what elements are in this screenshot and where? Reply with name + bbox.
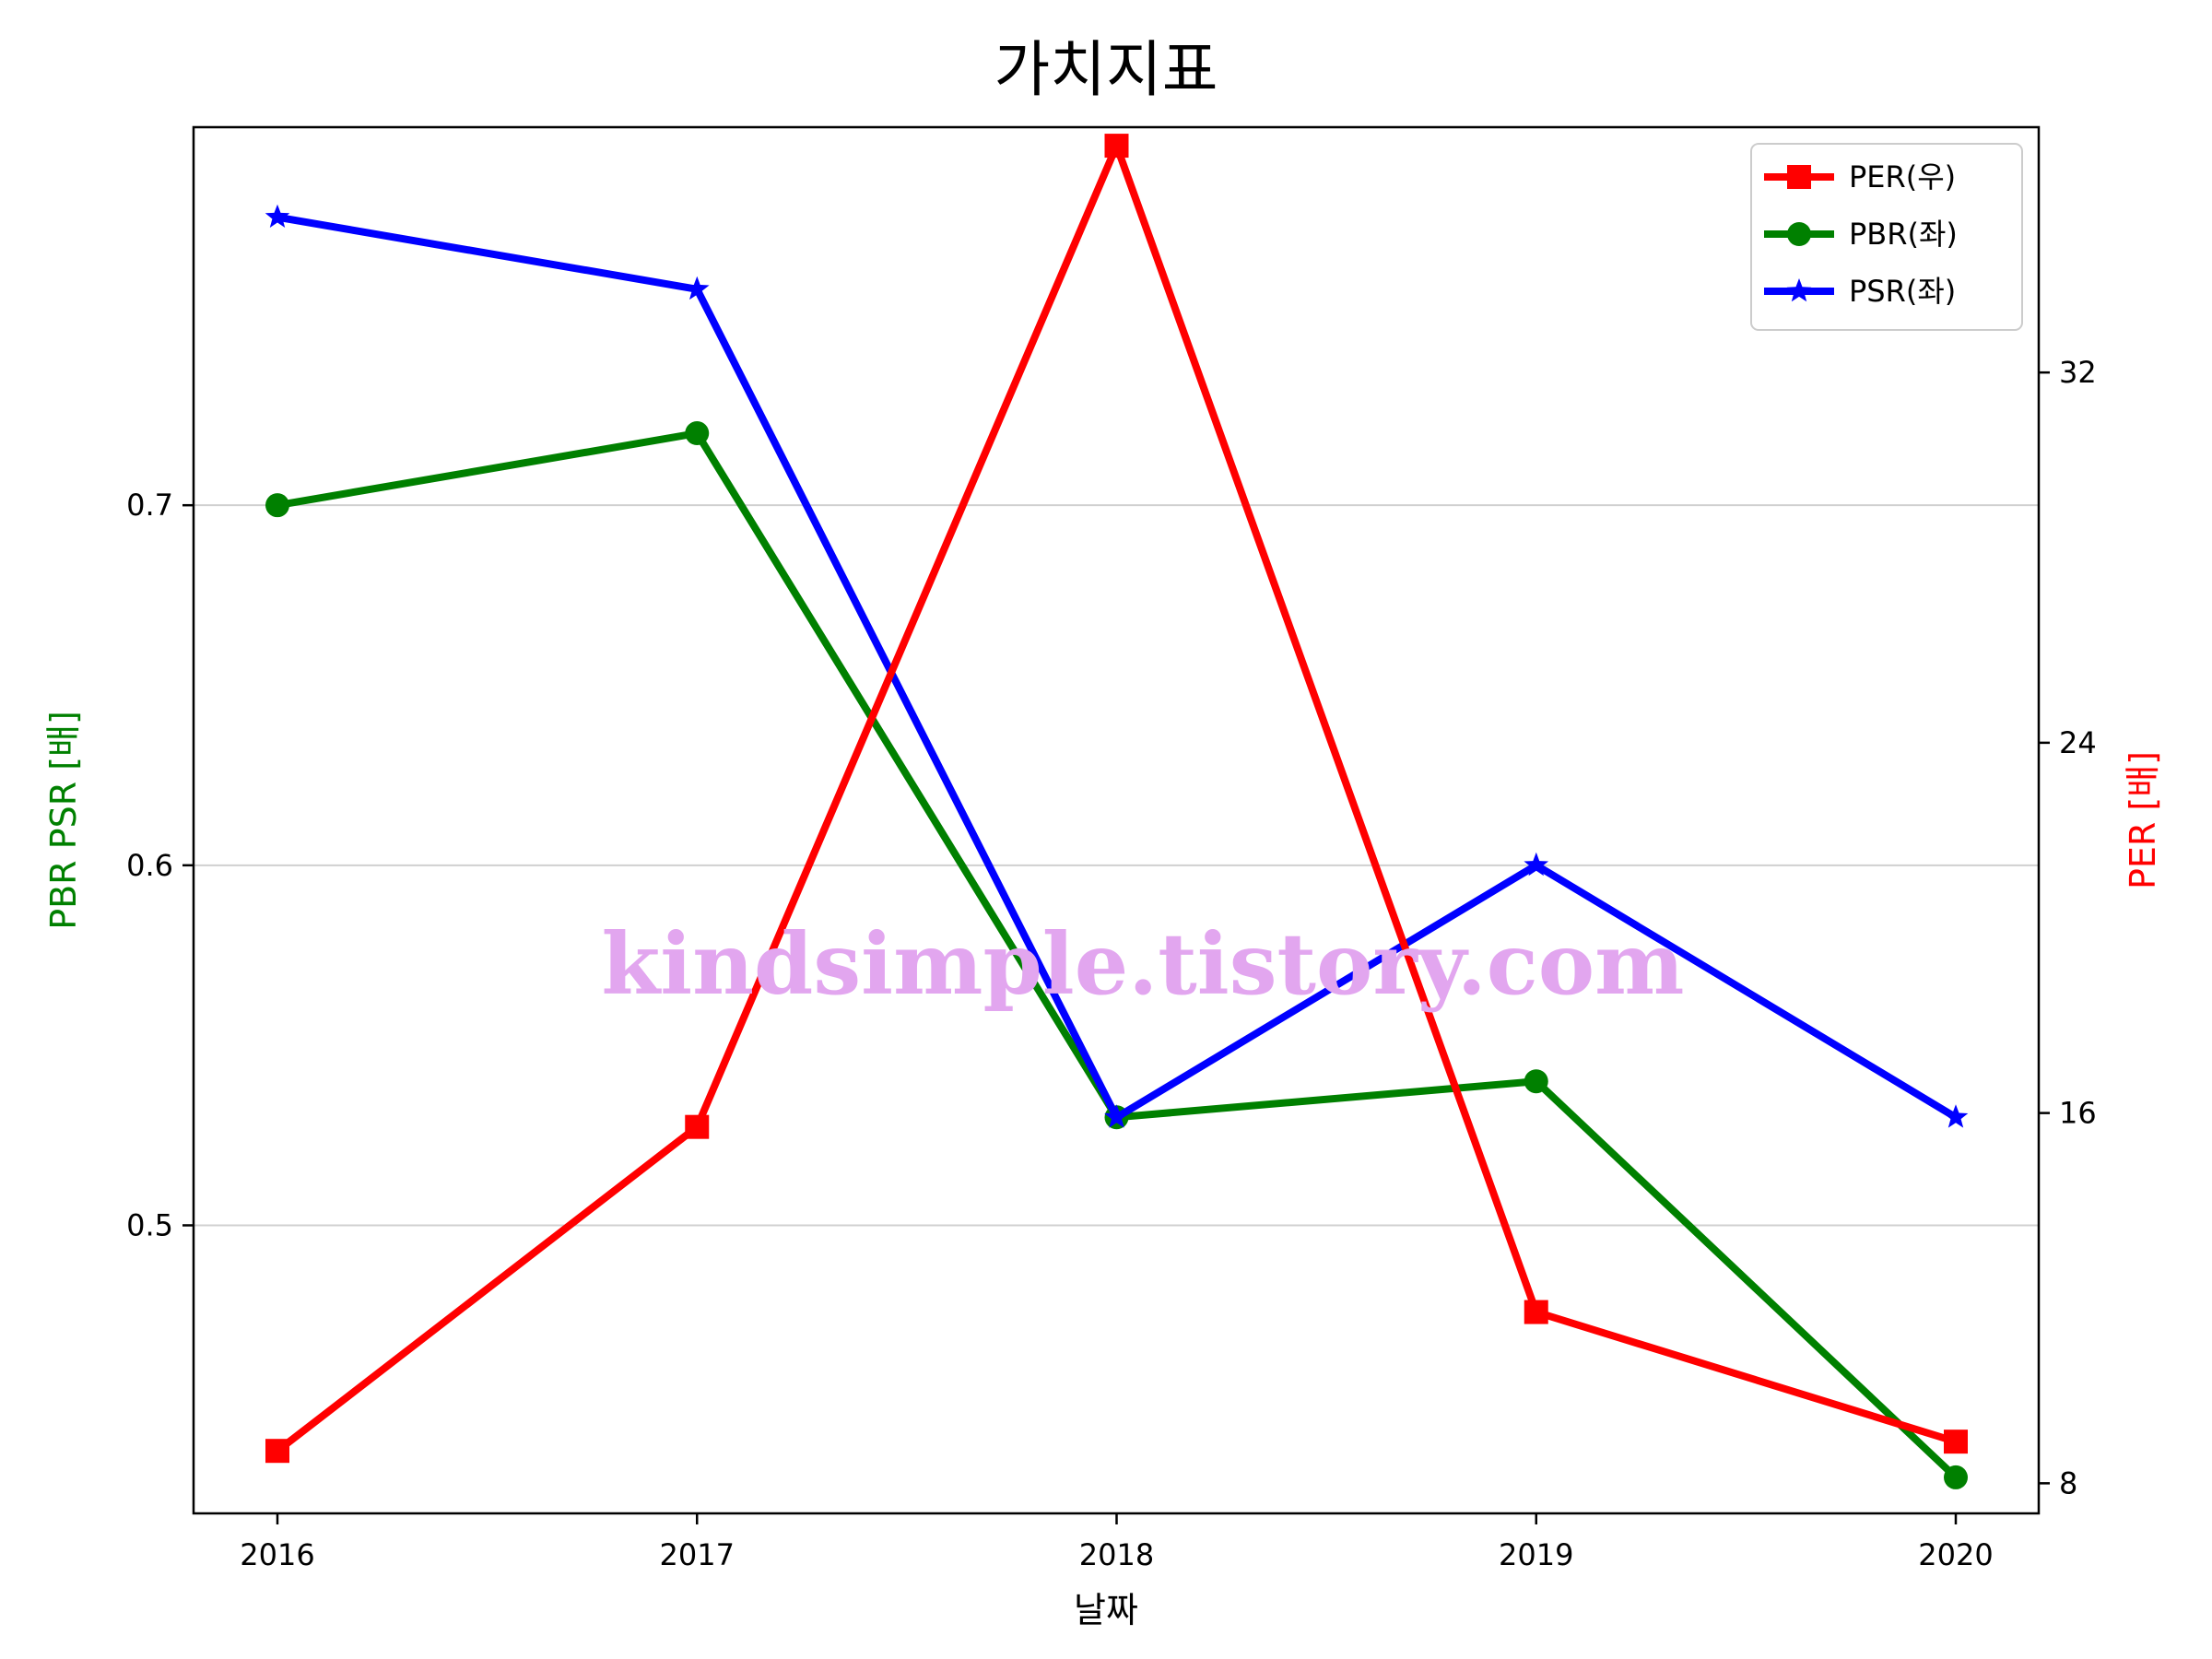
y-axis-right-label: PER [배]: [2123, 751, 2163, 889]
point-per-2017: [685, 1114, 710, 1139]
legend-item-psr: PSR(좌): [1764, 274, 1956, 309]
x-axis-label: 날짜: [1074, 1590, 1138, 1630]
legend-box: [1750, 143, 2023, 331]
y-right-tick-label-0: 8: [2059, 1465, 2077, 1500]
series-line-per: [274, 142, 1959, 1455]
y-left-tick-label-1: 0.6: [126, 848, 173, 883]
y-axis-left: 0.5 0.6 0.7: [126, 488, 194, 1242]
point-psr-2020: [1943, 1104, 1969, 1128]
point-per-2019: [1524, 1300, 1548, 1324]
legend-label-per: PER(우): [1849, 159, 1956, 194]
point-pbr-2016: [265, 493, 289, 518]
point-pbr-2017: [685, 421, 710, 446]
point-pbr-2019: [1524, 1069, 1548, 1094]
legend-marker-per: [1787, 165, 1811, 189]
x-tick-label-1: 2017: [660, 1537, 735, 1572]
series-layer: [265, 134, 1969, 1489]
point-psr-2016: [265, 204, 290, 228]
y-right-tick-label-3: 32: [2059, 355, 2097, 390]
y-right-tick-label-1: 16: [2059, 1096, 2097, 1131]
point-psr-2019: [1524, 852, 1549, 877]
y-right-tick-label-2: 24: [2059, 725, 2097, 760]
chart-title: 가치지표: [994, 34, 1218, 105]
point-per-2016: [265, 1439, 289, 1464]
legend: PER(우) PBR(좌) PSR(좌): [1750, 143, 2023, 331]
x-tick-label-2: 2018: [1079, 1537, 1154, 1572]
y-left-tick-label-0: 0.5: [126, 1207, 173, 1242]
legend-marker-psr: [1786, 278, 1812, 302]
point-pbr-2020: [1944, 1465, 1968, 1489]
watermark: kindsimple.tistory.com: [601, 914, 1684, 1014]
legend-item-per: PER(우): [1764, 159, 1956, 194]
y-axis-right: 8 16 24 32: [2039, 355, 2097, 1500]
grid-lines: [194, 504, 2039, 1227]
point-per-2018: [1104, 134, 1129, 159]
legend-label-psr: PSR(좌): [1849, 274, 1956, 309]
y-left-tick-label-2: 0.7: [126, 488, 173, 523]
legend-marker-pbr: [1787, 222, 1811, 246]
y-axis-left-label: PBR PSR [배]: [43, 711, 84, 930]
point-per-2020: [1944, 1430, 1968, 1454]
x-tick-label-4: 2020: [1918, 1537, 1993, 1572]
x-tick-label-3: 2019: [1499, 1537, 1573, 1572]
x-tick-label-0: 2016: [240, 1537, 314, 1572]
legend-item-pbr: PBR(좌): [1764, 217, 1958, 252]
point-psr-2018: [1104, 1104, 1129, 1128]
series-per: [265, 134, 1968, 1464]
legend-label-pbr: PBR(좌): [1849, 217, 1958, 252]
point-psr-2017: [684, 276, 710, 300]
series-psr: [265, 204, 1969, 1128]
x-axis: 2016 2017 2018 2019 2020: [240, 1513, 1994, 1572]
